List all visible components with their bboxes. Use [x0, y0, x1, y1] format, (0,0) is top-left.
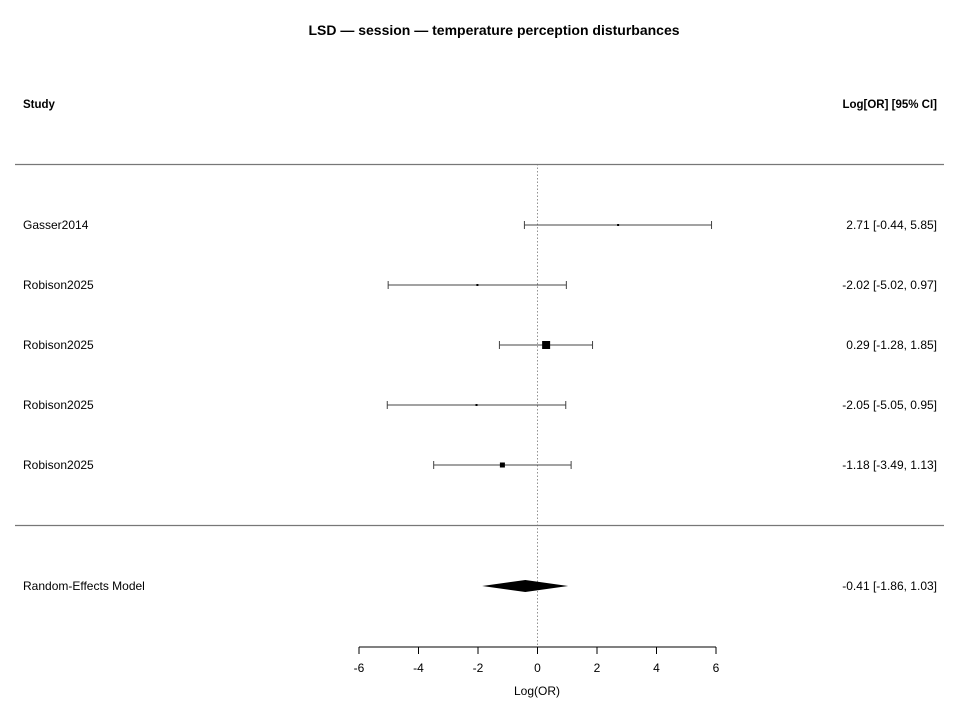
x-tick-label: 2: [594, 661, 601, 675]
point-estimate: [617, 224, 620, 226]
chart-title: LSD — session — temperature perception d…: [308, 22, 679, 38]
estimate-text: 2.71 [-0.44, 5.85]: [846, 218, 937, 232]
study-label: Robison2025: [23, 278, 94, 292]
estimate-text: 0.29 [-1.28, 1.85]: [846, 338, 937, 352]
study-row: Robison2025 -2.02 [-5.02, 0.97]: [23, 278, 937, 292]
estimate-column-header: Log[OR] [95% CI]: [842, 99, 937, 111]
point-estimate: [475, 404, 478, 406]
summary-estimate-text: -0.41 [-1.86, 1.03]: [842, 579, 937, 593]
study-column-header: Study: [23, 99, 56, 111]
summary-row: Random-Effects Model -0.41 [-1.86, 1.03]: [23, 579, 937, 593]
study-label: Robison2025: [23, 338, 94, 352]
study-row: Robison2025 -2.05 [-5.05, 0.95]: [23, 398, 937, 412]
study-rows: Gasser2014 2.71 [-0.44, 5.85] Robison2025 -…: [23, 218, 937, 472]
x-tick-label: 0: [534, 661, 541, 675]
estimate-text: -1.18 [-3.49, 1.13]: [842, 458, 937, 472]
x-tick-label: -4: [413, 661, 424, 675]
x-tick-label: -6: [354, 661, 365, 675]
study-row: Gasser2014 2.71 [-0.44, 5.85]: [23, 218, 937, 232]
study-label: Robison2025: [23, 398, 94, 412]
x-axis-label: Log(OR): [514, 684, 560, 698]
estimate-text: -2.02 [-5.02, 0.97]: [842, 278, 937, 292]
x-axis: -6 -4 -2 0 2 4 6: [354, 646, 720, 675]
summary-label: Random-Effects Model: [23, 579, 145, 593]
x-tick-label: -2: [473, 661, 484, 675]
study-row: Robison2025 -1.18 [-3.49, 1.13]: [23, 458, 937, 472]
point-estimate: [542, 341, 551, 349]
summary-diamond: [482, 580, 569, 592]
x-tick-label: 6: [713, 661, 720, 675]
x-tick-label: 4: [653, 661, 660, 675]
study-label: Gasser2014: [23, 218, 89, 232]
study-row: Robison2025 0.29 [-1.28, 1.85]: [23, 338, 937, 352]
point-estimate: [476, 284, 479, 286]
point-estimate: [499, 462, 505, 468]
study-label: Robison2025: [23, 458, 94, 472]
estimate-text: -2.05 [-5.05, 0.95]: [842, 398, 937, 412]
